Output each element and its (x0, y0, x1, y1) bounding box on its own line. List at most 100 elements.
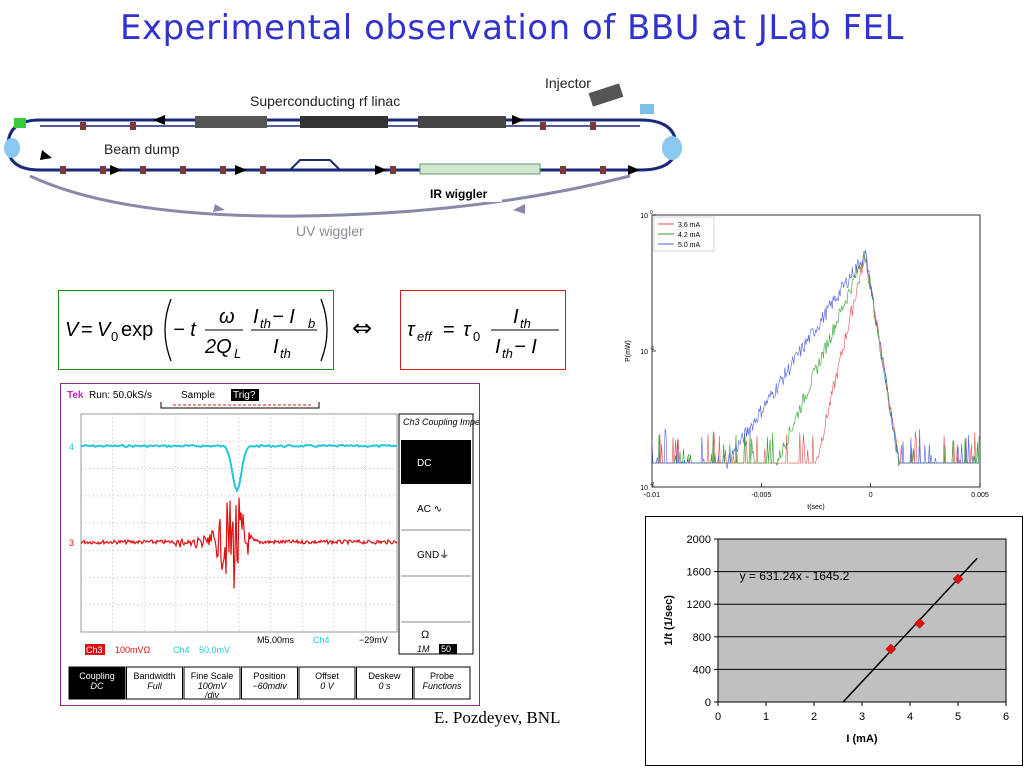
y-tick-label: 0 (705, 697, 711, 709)
svg-text:DC: DC (91, 681, 104, 691)
end-arc-right (662, 136, 682, 160)
y-tick-label: 10 (640, 485, 648, 492)
timebase: M5.00ms (257, 635, 295, 645)
beam-dump-label: Beam dump (104, 141, 180, 157)
svg-text:τ: τ (463, 319, 472, 341)
scope-run: Run: 50.0kS/s (89, 390, 152, 401)
ch3-marker: 3 (69, 538, 74, 548)
softkey-position[interactable]: Position−60mdiv (241, 666, 298, 700)
y-tick-exponent: -2 (650, 482, 655, 488)
impedance-omega: Ω (421, 629, 429, 641)
scope-mode: Sample (181, 390, 215, 401)
oscilloscope-screenshot: Tek Run: 50.0kS/s Sample Trig? 4 3 Ch3 1… (60, 383, 505, 706)
trigger-bracket (160, 402, 320, 409)
cryomodule (300, 116, 388, 128)
svg-text:I: I (253, 306, 259, 328)
svg-text:I: I (513, 306, 519, 328)
ir-wiggler-label: IR wiggler (430, 187, 488, 201)
svg-text:th: th (520, 316, 531, 331)
svg-text:Deskew: Deskew (368, 671, 401, 681)
scope-trig-status: Trig? (233, 390, 256, 401)
growth-time-equation-box: τ eff = τ 0 I th I th − I (400, 290, 566, 370)
injector-label: Injector (545, 75, 591, 91)
svg-text:th: th (280, 346, 291, 361)
linac-label: Superconducting rf linac (250, 93, 400, 109)
svg-text:V: V (97, 319, 112, 341)
legend-label: 3.6 mA (678, 222, 701, 229)
svg-text:Probe: Probe (430, 671, 454, 681)
plot-area (651, 214, 981, 488)
growth-rate-vs-current-chart: 0 400 800 1200 1600 2000 0 1 2 3 4 5 6 I (mA) 1/t (1/s… (663, 534, 1009, 745)
plot-area (717, 538, 1007, 703)
y-tick-label: 400 (693, 664, 711, 676)
cryomodule (195, 116, 267, 128)
y-tick-label: 800 (693, 632, 711, 644)
svg-text:=: = (81, 319, 93, 341)
paren-left (164, 298, 172, 362)
svg-text:τ: τ (407, 319, 416, 341)
growth-rate-chart-frame: 0 400 800 1200 1600 2000 0 1 2 3 4 5 6 I (mA) 1/t (1/s… (645, 516, 1023, 766)
ir-wiggler-cavity (419, 163, 541, 175)
beam-arrow (235, 165, 247, 175)
ch3-scale: 100mVΩ (115, 645, 151, 655)
beam-arrow (153, 115, 165, 125)
y-tick-exponent: 0 (650, 210, 653, 216)
trigger-channel: Ch4 (313, 635, 330, 645)
end-arc-left (4, 138, 20, 158)
y-tick-label: 2000 (687, 534, 711, 546)
svg-text:0: 0 (473, 329, 480, 344)
svg-text:0 s: 0 s (378, 681, 391, 691)
growth-time-equation: τ eff = τ 0 I th I th − I (407, 306, 559, 361)
svg-text:/div: /div (204, 690, 220, 700)
svg-text:exp: exp (121, 319, 153, 341)
menu-item-gnd: GND⏚ (417, 549, 449, 561)
y-axis-label: 1/t (1/sec) (663, 595, 675, 646)
x-tick-label: 0 (869, 492, 873, 499)
x-tick-label: 3 (859, 711, 865, 723)
svg-text:− I: − I (272, 306, 295, 328)
beam-arrow (110, 165, 122, 175)
y-axis-label: P(mW) (625, 340, 632, 362)
x-tick-label: 5 (955, 711, 961, 723)
x-axis-label: t(sec) (807, 504, 825, 511)
svg-text:Fine Scale: Fine Scale (191, 671, 234, 681)
equivalence-symbol: ⇔ (352, 314, 373, 342)
cryomodule (418, 116, 506, 128)
data-point (914, 617, 925, 629)
x-tick-label: -0.01 (644, 492, 660, 499)
uv-wiggler-label: UV wiggler (296, 223, 364, 239)
ch3-label: Ch3 (86, 645, 103, 655)
svg-text:I: I (273, 336, 279, 358)
x-tick-label: 0.005 (971, 492, 989, 499)
svg-text:−60mdiv: −60mdiv (252, 681, 287, 691)
x-tick-label: 6 (1003, 711, 1009, 723)
impedance-50: 50 (441, 644, 451, 654)
fel-lattice-diagram: Superconducting rf linac Injector Beam d… (0, 68, 690, 248)
dump-marker (14, 118, 26, 128)
x-tick-label: -0.005 (751, 492, 771, 499)
bbu-voltage-equation-box: V = V 0 exp − t ω 2Q L I th − I b I th (58, 290, 334, 370)
svg-text:V: V (65, 319, 80, 341)
svg-text:Offset: Offset (315, 671, 339, 681)
svg-text:L: L (234, 346, 241, 361)
svg-text:2Q: 2Q (204, 336, 232, 358)
svg-text:ω: ω (219, 306, 235, 328)
beam-arrow (512, 115, 524, 125)
uv-arrows (213, 204, 525, 214)
data-point (885, 643, 897, 655)
svg-text:th: th (260, 316, 271, 331)
x-tick-label: 2 (811, 711, 817, 723)
x-tick-label: 0 (715, 711, 721, 723)
ir-wiggler-chicane (289, 159, 341, 171)
credit-text: E. Pozdeyev, BNL (434, 708, 561, 727)
svg-text:− t: − t (173, 319, 197, 341)
injector-gun (588, 83, 624, 107)
injector-box (640, 104, 654, 114)
